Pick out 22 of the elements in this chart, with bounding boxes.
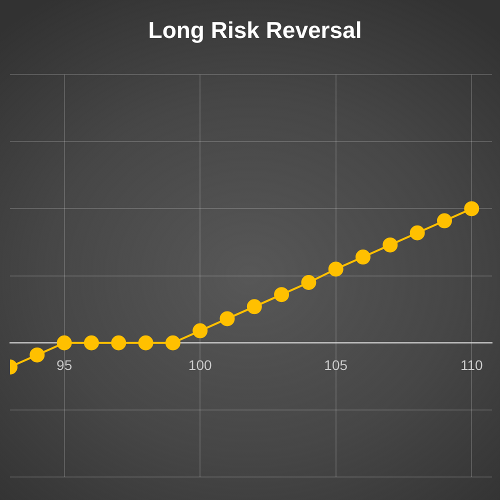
point bbox=[301, 275, 316, 290]
point bbox=[220, 311, 235, 326]
point bbox=[111, 335, 126, 350]
chart-title: Long Risk Reversal bbox=[148, 17, 362, 44]
point bbox=[30, 347, 45, 362]
point bbox=[274, 287, 290, 302]
point bbox=[436, 213, 452, 228]
x-tick-label: 105 bbox=[324, 357, 348, 374]
point bbox=[246, 299, 262, 314]
point bbox=[410, 225, 425, 240]
point bbox=[464, 201, 480, 216]
point bbox=[56, 335, 72, 350]
x-tick-label: 100 bbox=[188, 357, 212, 374]
point bbox=[84, 335, 99, 350]
point bbox=[328, 262, 344, 277]
x-tick-label: 110 bbox=[460, 357, 484, 374]
point bbox=[138, 335, 154, 350]
x-tick-label: 95 bbox=[56, 357, 72, 374]
point bbox=[192, 323, 208, 338]
point bbox=[356, 250, 371, 265]
point bbox=[382, 237, 398, 252]
point bbox=[165, 335, 180, 350]
